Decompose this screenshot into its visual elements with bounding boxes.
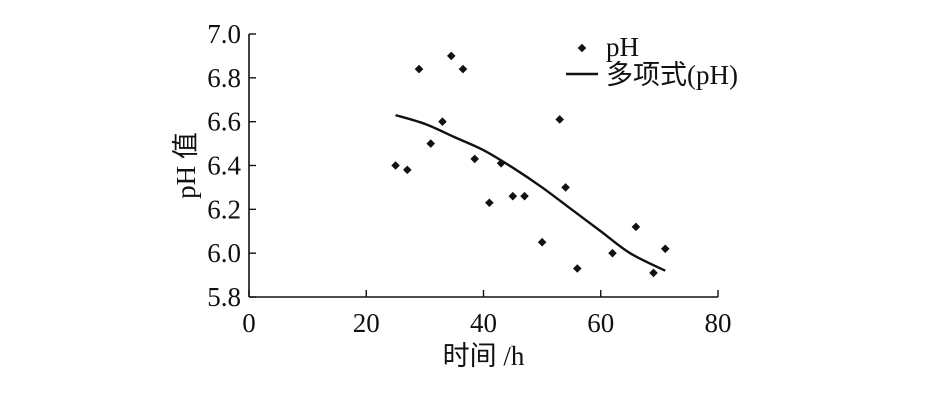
legend-label-ph: pH [606,32,639,62]
legend-label-fit: 多项式(pH) [606,60,738,90]
data-point [649,268,658,278]
data-point [608,248,617,258]
data-point [470,154,480,164]
y-axis-label: pH 值 [171,132,201,199]
y-tick-label: 6.2 [207,194,241,224]
y-tick-label: 6.8 [207,63,241,93]
y-tick-label: 6.0 [207,238,241,268]
data-points-layer [391,51,670,278]
x-tick-label: 40 [470,308,497,338]
legend: pH 多项式(pH) [566,32,738,90]
x-tick-label: 60 [587,308,614,338]
data-point [414,64,424,74]
x-axis-label: 时间 /h [443,341,525,371]
data-point [660,244,670,254]
x-tick-label: 0 [242,308,256,338]
data-point [446,51,456,61]
x-tick-label: 80 [705,308,732,338]
y-tick-label: 7.0 [207,19,241,49]
data-point [520,191,529,201]
data-point [458,64,468,74]
data-point [537,237,547,247]
x-tick-label: 20 [353,308,380,338]
x-axis-ticks: 0 20 40 60 80 [242,290,732,338]
y-tick-label: 6.6 [207,107,241,137]
fit-curve-layer [395,113,666,272]
legend-marker-ph [577,43,587,53]
data-point [561,183,570,192]
data-point [485,198,494,208]
data-point [573,264,582,273]
y-axis-ticks: 5.8 6.0 6.2 6.4 6.6 6.8 7.0 [207,19,256,312]
y-tick-label: 6.4 [207,151,241,181]
legend-marker-diamond [577,43,587,53]
fit-curve-line [395,113,666,272]
data-point [555,115,565,124]
data-point [391,161,400,170]
data-point [631,222,641,232]
data-point [438,117,447,126]
data-point [496,159,506,168]
data-point [402,165,412,175]
data-point [508,191,518,201]
data-point [426,139,436,148]
y-tick-label: 5.8 [207,282,241,312]
